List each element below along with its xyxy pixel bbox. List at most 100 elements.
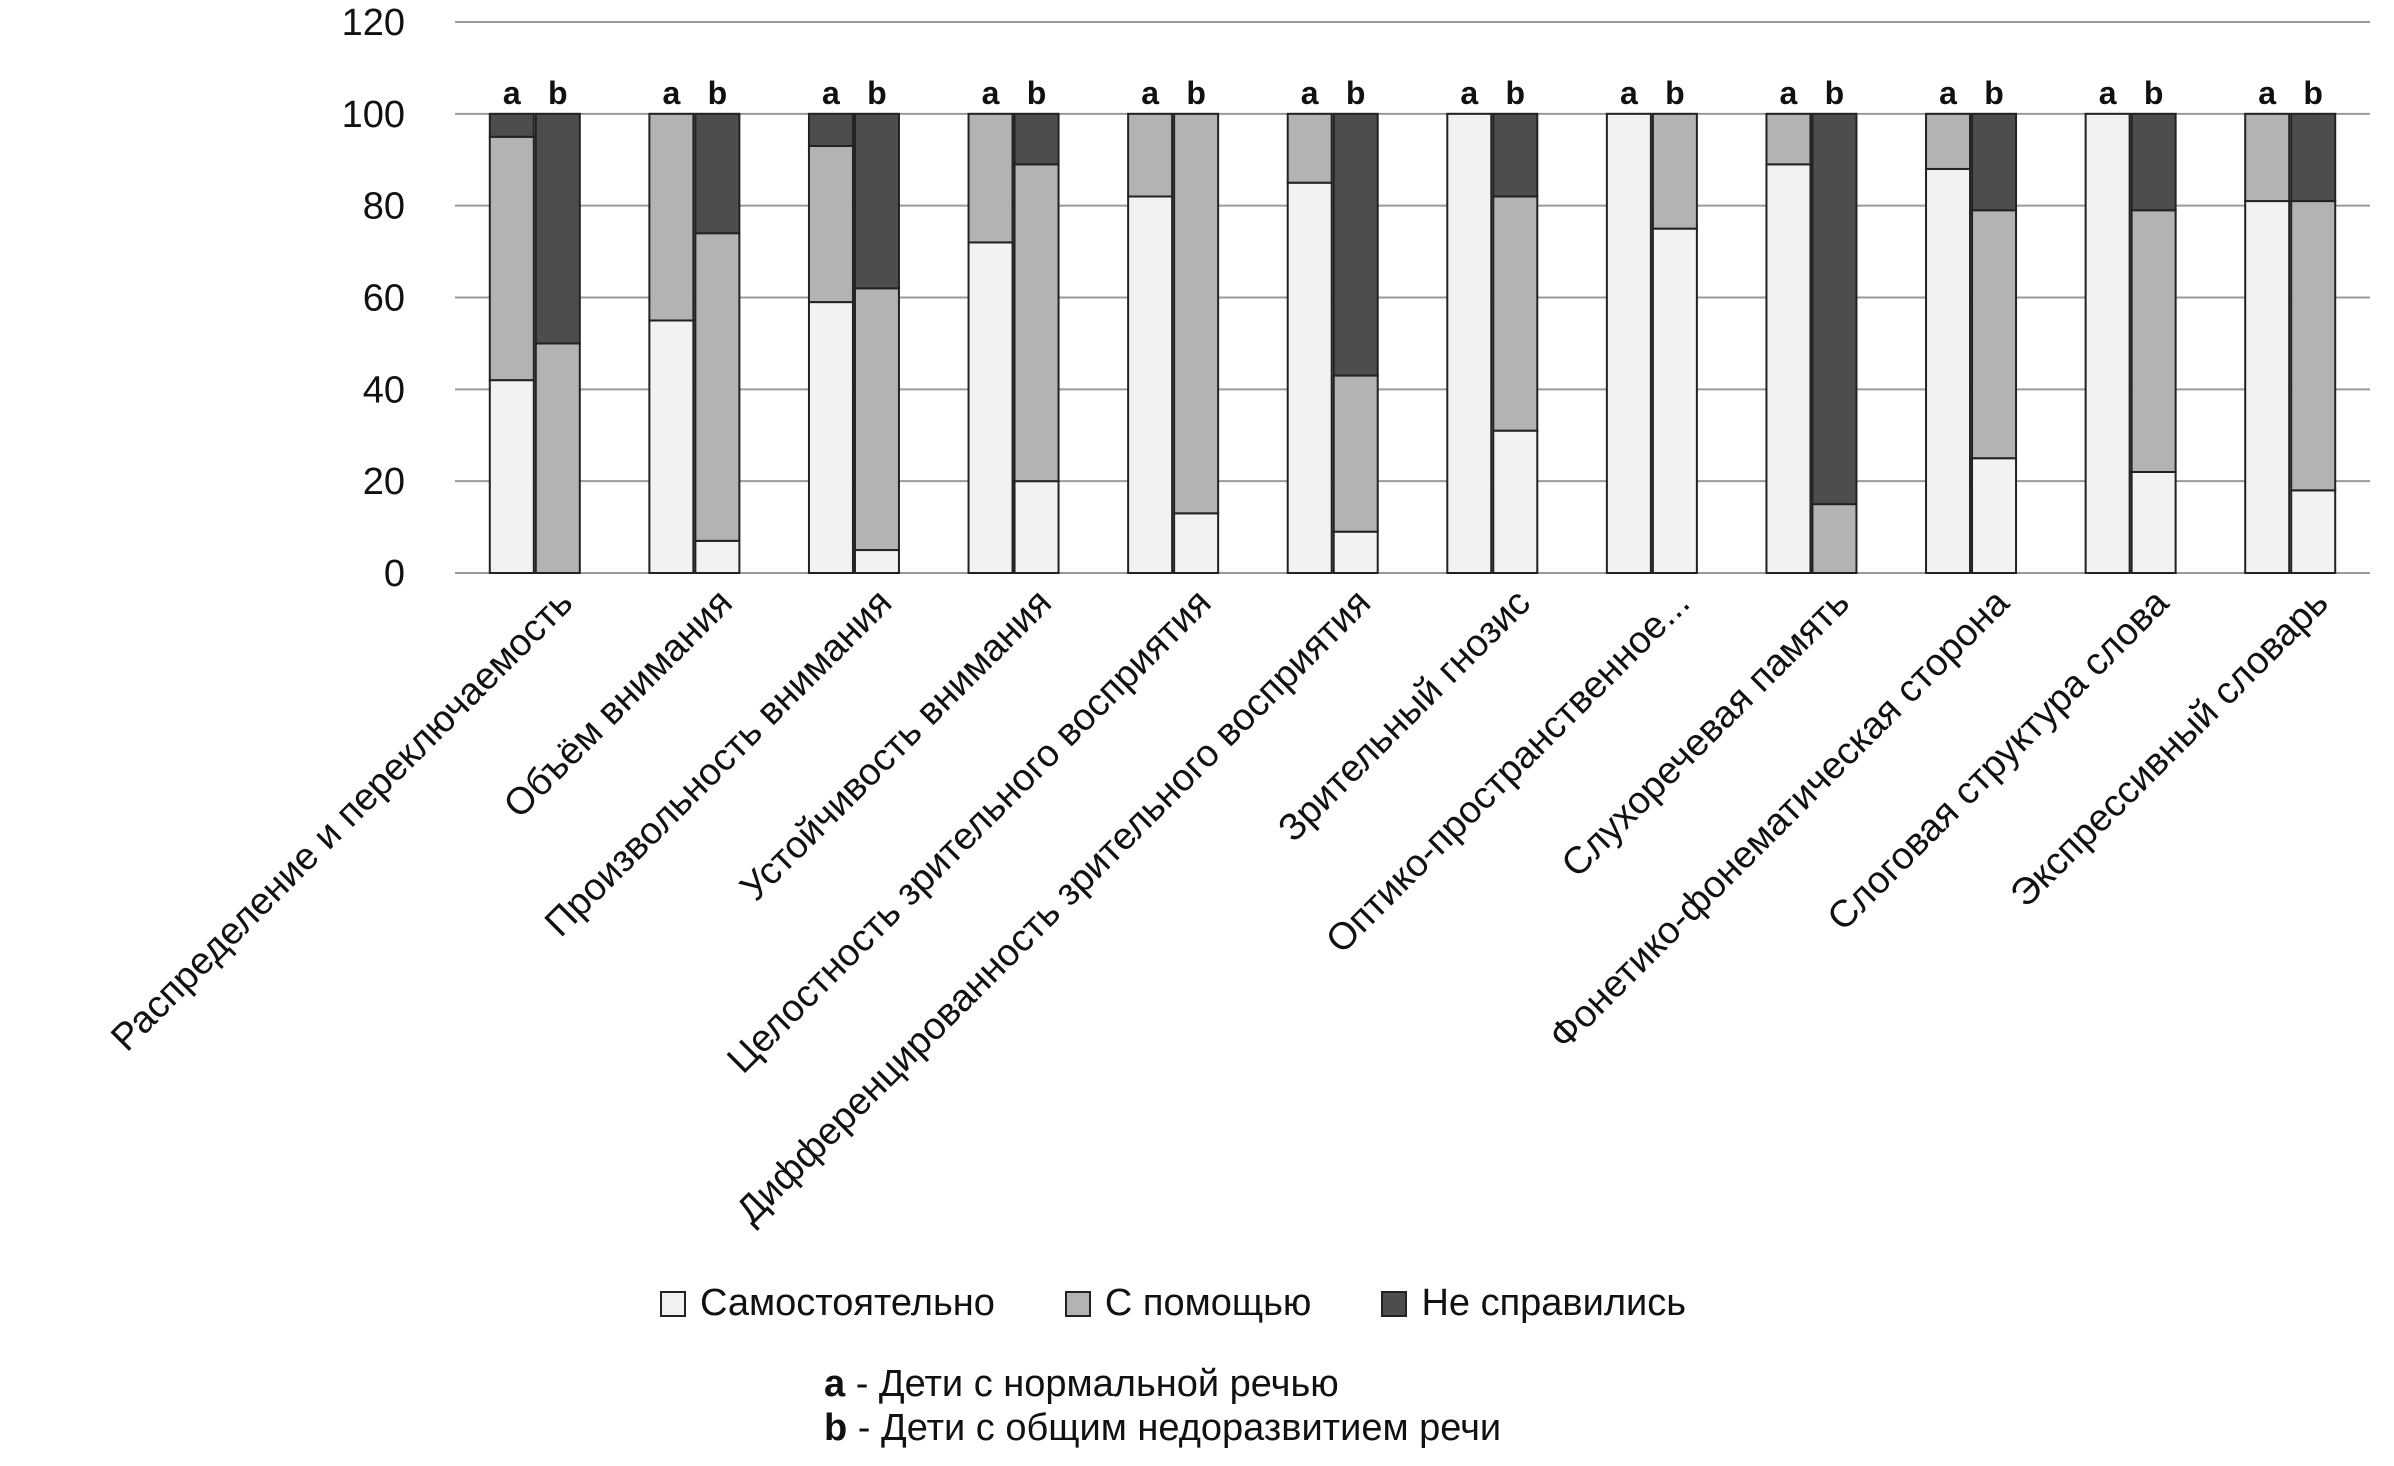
bar-segment-b-1 (1971, 209, 2018, 460)
bar-segment-a-0 (1286, 181, 1333, 574)
legend-item-with-help: С помощью (1064, 1282, 1312, 1325)
bar-segment-b-2 (1971, 112, 2018, 212)
bar-group-label-a: a (822, 75, 840, 111)
bar-segment-b-0 (1332, 530, 1379, 574)
bar-segment-b-0 (1651, 227, 1698, 574)
bar-segment-a-1 (1925, 112, 1972, 170)
bar-segment-b-2 (1332, 112, 1379, 377)
legend-swatch-independent (660, 1290, 686, 1317)
bar-segment-b-2 (853, 112, 900, 290)
note-a-key: a (824, 1363, 846, 1405)
bar-segment-a-0 (1605, 112, 1652, 574)
bar-group-label-b: b (1186, 75, 1206, 111)
bar-group-label-b: b (2144, 75, 2164, 111)
bar-segment-b-1 (1173, 112, 1220, 515)
y-tick-label: 20 (363, 461, 405, 503)
legend: Самостоятельно С помощью Не справились (660, 1282, 1756, 1325)
bar-group-label-a: a (2258, 75, 2276, 111)
bar-group-label-b: b (1984, 75, 2004, 111)
bar-segment-a-1 (2244, 112, 2291, 203)
bar-segment-a-0 (1446, 112, 1493, 574)
legend-label-with-help: С помощью (1104, 1282, 1312, 1324)
grid-lines (455, 21, 2370, 574)
bar-segment-b-2 (2130, 112, 2177, 212)
bar-segment-b-1 (534, 342, 581, 574)
category-label: Устойчивость внимания (732, 582, 1059, 909)
legend-label-failed: Не справились (1421, 1282, 1687, 1324)
note-a-text: - Дети с нормальной речью (845, 1363, 1339, 1405)
bar-group-label-b: b (1825, 75, 1845, 111)
bar-segment-b-0 (853, 549, 900, 575)
bar-segment-b-1 (2130, 209, 2177, 473)
bar-segment-b-1 (2290, 200, 2337, 492)
bar-group-label-a: a (662, 75, 680, 111)
bar-segment-b-1 (694, 232, 741, 542)
category-label: Слухоречевая память (1554, 582, 1858, 886)
bars (488, 112, 2337, 575)
bar-segment-a-0 (2244, 200, 2291, 574)
bar-group-label-a: a (503, 75, 521, 111)
bar-segment-a-1 (807, 144, 854, 304)
bar-segment-b-1 (853, 287, 900, 552)
y-tick-label: 40 (363, 369, 405, 411)
bar-segment-a-0 (1765, 163, 1812, 574)
bar-group-label-b: b (548, 75, 568, 111)
legend-swatch-failed (1381, 1290, 1408, 1317)
bar-segment-b-2 (1811, 112, 1858, 506)
note-a: a - Дети с нормальной речью (824, 1362, 1501, 1406)
bar-segment-a-0 (1127, 195, 1174, 574)
bar-segment-a-1 (648, 112, 695, 322)
bar-segment-b-0 (2290, 489, 2337, 575)
bar-segment-b-0 (1492, 429, 1539, 574)
bar-segment-b-1 (1811, 503, 1858, 574)
bar-segment-b-2 (1492, 112, 1539, 198)
bar-segment-b-2 (1013, 112, 1060, 166)
note-b-key: b (824, 1407, 848, 1449)
bar-segment-a-0 (488, 379, 535, 574)
bar-segment-a-2 (488, 112, 535, 138)
bar-segment-a-0 (807, 301, 854, 574)
bar-group-label-a: a (1141, 75, 1159, 111)
bar-segment-a-0 (648, 319, 695, 575)
bar-segment-a-1 (1286, 112, 1333, 184)
note-b: b - Дети с общим недоразвитием речи (824, 1406, 1501, 1450)
bar-segment-a-1 (1765, 112, 1812, 166)
bar-group-label-a: a (2099, 75, 2117, 111)
bar-segment-b-0 (694, 539, 741, 575)
y-axis-ticks: 0 20 40 60 80 100 120 (342, 2, 405, 595)
bar-group-label-b: b (1665, 75, 1685, 111)
bar-segment-b-1 (1013, 163, 1060, 483)
legend-item-failed: Не справились (1381, 1282, 1686, 1325)
note-b-text: - Дети с общим недоразвитием речи (847, 1407, 1502, 1449)
bar-segment-b-1 (1332, 374, 1379, 533)
bar-segment-a-0 (1925, 167, 1972, 575)
category-label: Распределение и переключаемость (103, 582, 581, 1060)
bar-group-label-a: a (1939, 75, 1957, 111)
bar-group-label-b: b (2303, 75, 2323, 111)
bar-group-label-a: a (982, 75, 1000, 111)
category-label: Произвольность внимания (537, 582, 900, 945)
bar-group-label-a: a (1780, 75, 1798, 111)
y-tick-label: 60 (363, 278, 405, 320)
y-tick-label: 120 (342, 2, 405, 44)
legend-item-independent: Самостоятельно (660, 1282, 995, 1325)
y-tick-label: 0 (384, 553, 405, 595)
bar-segment-b-2 (2290, 112, 2337, 203)
bar-group-label-b: b (1346, 75, 1366, 111)
bar-segment-a-1 (488, 135, 535, 382)
category-label: Экспрессивный словарь (2003, 582, 2337, 916)
bar-segment-b-2 (694, 112, 741, 235)
category-label: Слоговая структура слова (1820, 581, 2178, 939)
bar-group-label-b: b (867, 75, 887, 111)
bar-segment-a-1 (967, 112, 1014, 244)
bar-segment-a-1 (1127, 112, 1174, 198)
bar-segment-a-0 (2084, 112, 2131, 574)
y-tick-label: 100 (342, 94, 405, 136)
bar-segment-b-1 (1492, 195, 1539, 432)
bar-segment-b-0 (1971, 457, 2018, 575)
bar-segment-b-0 (1013, 480, 1060, 574)
bar-segment-b-0 (2130, 470, 2177, 575)
